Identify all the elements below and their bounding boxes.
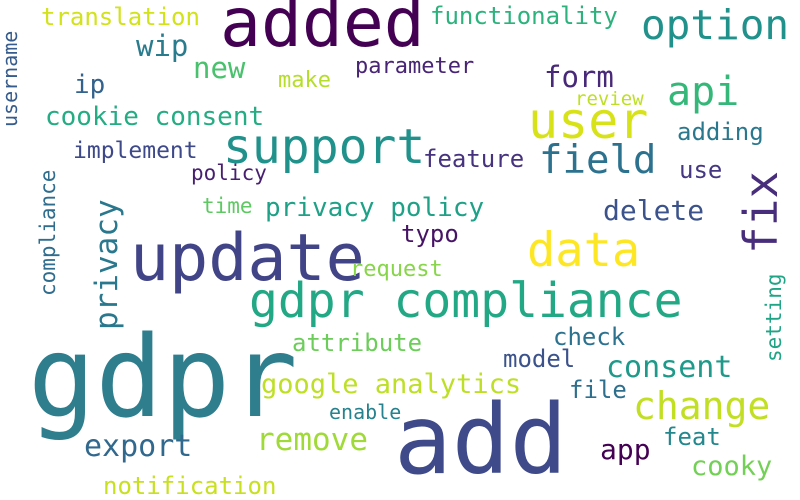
word-notification: notification — [103, 472, 277, 500]
word-field: field — [539, 138, 657, 183]
word-delete: delete — [603, 194, 705, 227]
word-ip: ip — [74, 70, 106, 100]
word-added: added — [220, 0, 425, 63]
word-review: review — [575, 88, 644, 110]
word-new: new — [193, 51, 246, 85]
word-google-analytics: google analytics — [261, 369, 522, 400]
word-request: request — [350, 257, 443, 282]
word-feat: feat — [663, 423, 721, 451]
word-cookie-consent: cookie consent — [45, 102, 265, 132]
word-wip: wip — [136, 29, 189, 63]
word-app: app — [600, 433, 651, 466]
word-privacy: privacy — [89, 199, 125, 330]
word-gdpr-compliance: gdpr compliance — [249, 273, 683, 329]
word-use: use — [679, 156, 723, 184]
word-model: model — [503, 345, 576, 373]
word-fix: fix — [734, 170, 788, 254]
word-cooky: cooky — [691, 451, 773, 482]
word-make: make — [278, 68, 331, 93]
word-privacy-policy: privacy policy — [265, 193, 485, 223]
word-consent: consent — [606, 350, 733, 385]
word-file: file — [569, 376, 627, 404]
word-user: user — [528, 92, 649, 150]
word-username: username — [0, 30, 22, 127]
word-check: check — [553, 323, 626, 351]
word-add: add — [394, 384, 568, 496]
word-remove: remove — [256, 422, 368, 458]
word-functionality: functionality — [430, 2, 618, 30]
word-gdpr: gdpr — [28, 313, 298, 443]
word-setting: setting — [762, 273, 786, 362]
word-data: data — [527, 223, 641, 278]
word-attribute: attribute — [292, 329, 423, 357]
word-typo: typo — [401, 220, 459, 248]
word-parameter: parameter — [355, 54, 475, 79]
word-update: update — [130, 221, 365, 296]
word-translation: translation — [41, 3, 200, 31]
word-change: change — [633, 384, 771, 428]
word-form: form — [544, 60, 614, 94]
word-api: api — [667, 69, 740, 115]
word-option: option — [641, 1, 790, 49]
word-enable: enable — [329, 400, 402, 424]
word-compliance: compliance — [36, 169, 60, 296]
word-export: export — [84, 429, 193, 464]
word-policy: policy — [191, 161, 267, 185]
word-adding: adding — [677, 118, 764, 146]
word-time: time — [202, 194, 253, 218]
word-feature: feature — [423, 145, 525, 173]
word-implement: implement — [73, 138, 198, 164]
word-support: support — [223, 119, 426, 175]
